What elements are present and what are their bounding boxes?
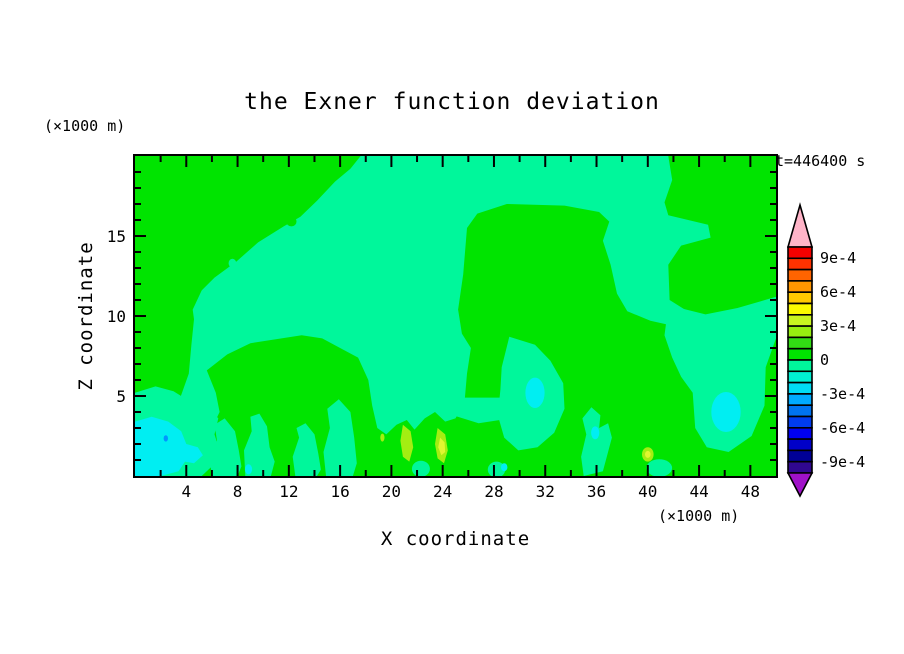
x-tick-label-16: 16 — [330, 482, 350, 501]
contour-region-cyan-spot-center — [525, 377, 545, 408]
x-tick-label-4: 4 — [181, 482, 192, 501]
contour-region-yellow-streak-1 — [400, 424, 414, 462]
colorbar-cell-5 — [787, 302, 813, 316]
z-tick-label-15: 15 — [106, 227, 126, 246]
x-tick-label-48: 48 — [740, 482, 760, 501]
contour-region-finger-b — [244, 413, 275, 476]
contour-region-yellow-fleck — [380, 433, 385, 442]
x-tick-label-44: 44 — [689, 482, 709, 501]
contour-region-green-speck-channel — [660, 396, 669, 412]
colorbar-label--3e-4: -3e-4 — [820, 385, 866, 403]
contour-region-cyan-spot-bottom-small — [501, 463, 508, 472]
contour-region-teal-spot-c — [646, 459, 673, 476]
colorbar — [786, 202, 814, 498]
colorbar-cell-9 — [787, 347, 813, 361]
colorbar-cell-15 — [787, 415, 813, 429]
x-tick-label-36: 36 — [586, 482, 607, 501]
x-tick-label-24: 24 — [433, 482, 453, 501]
x-tick-label-40: 40 — [638, 482, 658, 501]
colorbar-cell-10 — [787, 359, 813, 373]
x-tick-label-28: 28 — [484, 482, 504, 501]
x-tick-label-20: 20 — [381, 482, 402, 501]
contour-region-teal-spot-a — [411, 460, 430, 476]
z-tick-label-10: 10 — [106, 307, 126, 326]
contour-region-finger-d — [323, 399, 357, 476]
contour-region-teal-spot-b — [487, 461, 506, 476]
colorbar-cell-6 — [787, 314, 813, 327]
colorbar-cell-18 — [787, 449, 813, 463]
contour-region-bottomleft-cyan-core — [135, 416, 203, 476]
colorbar-label-9e-4: 9e-4 — [820, 249, 857, 267]
colorbar-arrow-bottom — [786, 472, 814, 498]
colorbar-cell-8 — [787, 336, 813, 350]
contour-region-teal-bridge — [452, 397, 511, 424]
plot-field-svg — [135, 156, 776, 476]
colorbar-cell-14 — [787, 404, 813, 418]
colorbar-cell-3 — [787, 280, 813, 294]
colorbar-label-0: 0 — [820, 351, 830, 369]
contour-region-teal-spot-d — [228, 258, 237, 268]
x-tick-label-32: 32 — [535, 482, 555, 501]
x-tick-label-12: 12 — [279, 482, 299, 501]
colorbar-cell-17 — [787, 438, 813, 452]
contour-region-yellow-dot-right-core — [645, 450, 651, 458]
colorbar-cell-7 — [787, 325, 813, 339]
colorbar-cell-4 — [787, 291, 813, 305]
contour-region-cyan-spot-mid — [591, 426, 600, 440]
colorbar-cell-16 — [787, 427, 813, 440]
colorbar-label-6e-4: 6e-4 — [820, 283, 857, 301]
colorbar-cell-11 — [787, 370, 813, 384]
x-axis-unit-label: (×1000 m) — [658, 507, 740, 525]
contour-region-blue-minimum-dot — [163, 435, 168, 442]
contour-region-green-speck-diagonal — [286, 216, 297, 227]
z-tick-label-5: 5 — [116, 387, 126, 406]
colorbar-cell-1 — [787, 257, 813, 271]
colorbar-cell-13 — [787, 393, 813, 406]
contour-region-finger-c — [292, 423, 321, 476]
colorbar-label--6e-4: -6e-4 — [820, 419, 866, 437]
x-tick-label-8: 8 — [232, 482, 243, 501]
contour-region-right-teal-mass — [664, 296, 776, 452]
colorbar-cell-2 — [787, 268, 813, 282]
axis-ticks — [135, 156, 776, 476]
contour-region-finger-e — [581, 407, 612, 476]
z-axis-unit-label: (×1000 m) — [44, 117, 126, 135]
contour-region-upper-teal-mass — [178, 156, 711, 435]
contour-region-finger-a — [209, 418, 242, 476]
chart-title: the Exner function deviation — [244, 89, 660, 115]
colorbar-arrow-top — [786, 202, 814, 248]
plot-area — [133, 154, 778, 478]
colorbar-label-3e-4: 3e-4 — [820, 317, 857, 335]
time-stamp-label: t=446400 s — [775, 152, 866, 170]
colorbar-cell-19 — [787, 460, 813, 474]
colorbar-cell-12 — [787, 381, 813, 395]
x-axis-title: X coordinate — [380, 528, 531, 550]
contour-region-cyan-spot-right — [711, 392, 741, 432]
contour-region-cyan-spot-left-small — [244, 464, 253, 475]
colorbar-label--9e-4: -9e-4 — [820, 453, 866, 471]
colorbar-cell-0 — [787, 246, 813, 260]
contour-region-yellow-streak-2-core — [438, 437, 446, 456]
